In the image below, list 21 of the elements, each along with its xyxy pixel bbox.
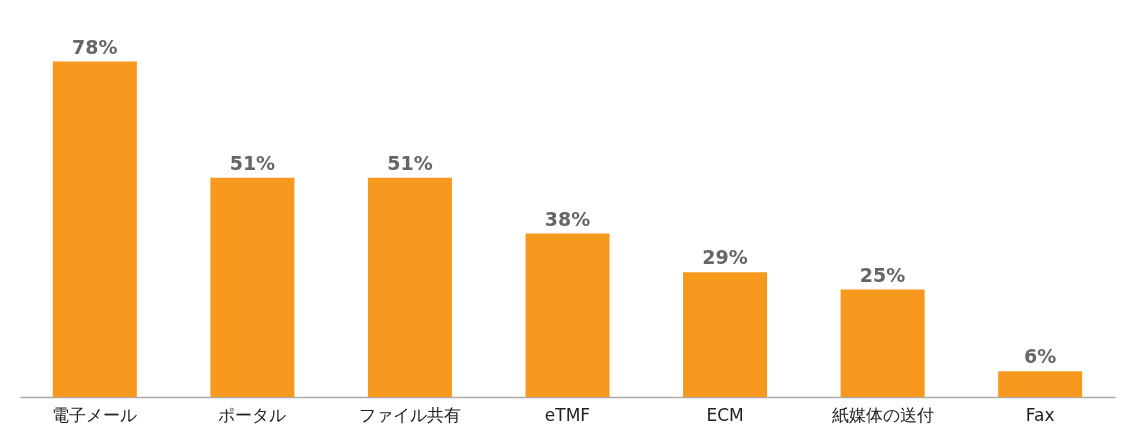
x-tick-label: 紙媒体の送付 [831, 404, 934, 425]
data-label: 51% [229, 151, 276, 174]
bar [840, 289, 925, 397]
bar [52, 61, 137, 397]
data-label: 6% [1024, 345, 1057, 368]
x-tick-label: 電子メール [52, 404, 138, 425]
data-label: 51% [387, 151, 433, 174]
bar [210, 177, 295, 397]
x-tick-label: ECM [706, 404, 744, 425]
data-label: 78% [72, 35, 118, 58]
x-tick-label: ポータル [218, 404, 287, 425]
x-tick-label: eTMF [544, 404, 591, 425]
data-label: 38% [544, 207, 591, 230]
bar [683, 272, 768, 397]
data-label: 29% [702, 246, 748, 269]
bar [367, 177, 452, 397]
data-label: 25% [859, 263, 906, 286]
x-tick-label: Fax [1025, 404, 1055, 425]
x-tick-label: ファイル共有 [358, 404, 461, 425]
bar [998, 371, 1083, 397]
bar [525, 233, 610, 397]
